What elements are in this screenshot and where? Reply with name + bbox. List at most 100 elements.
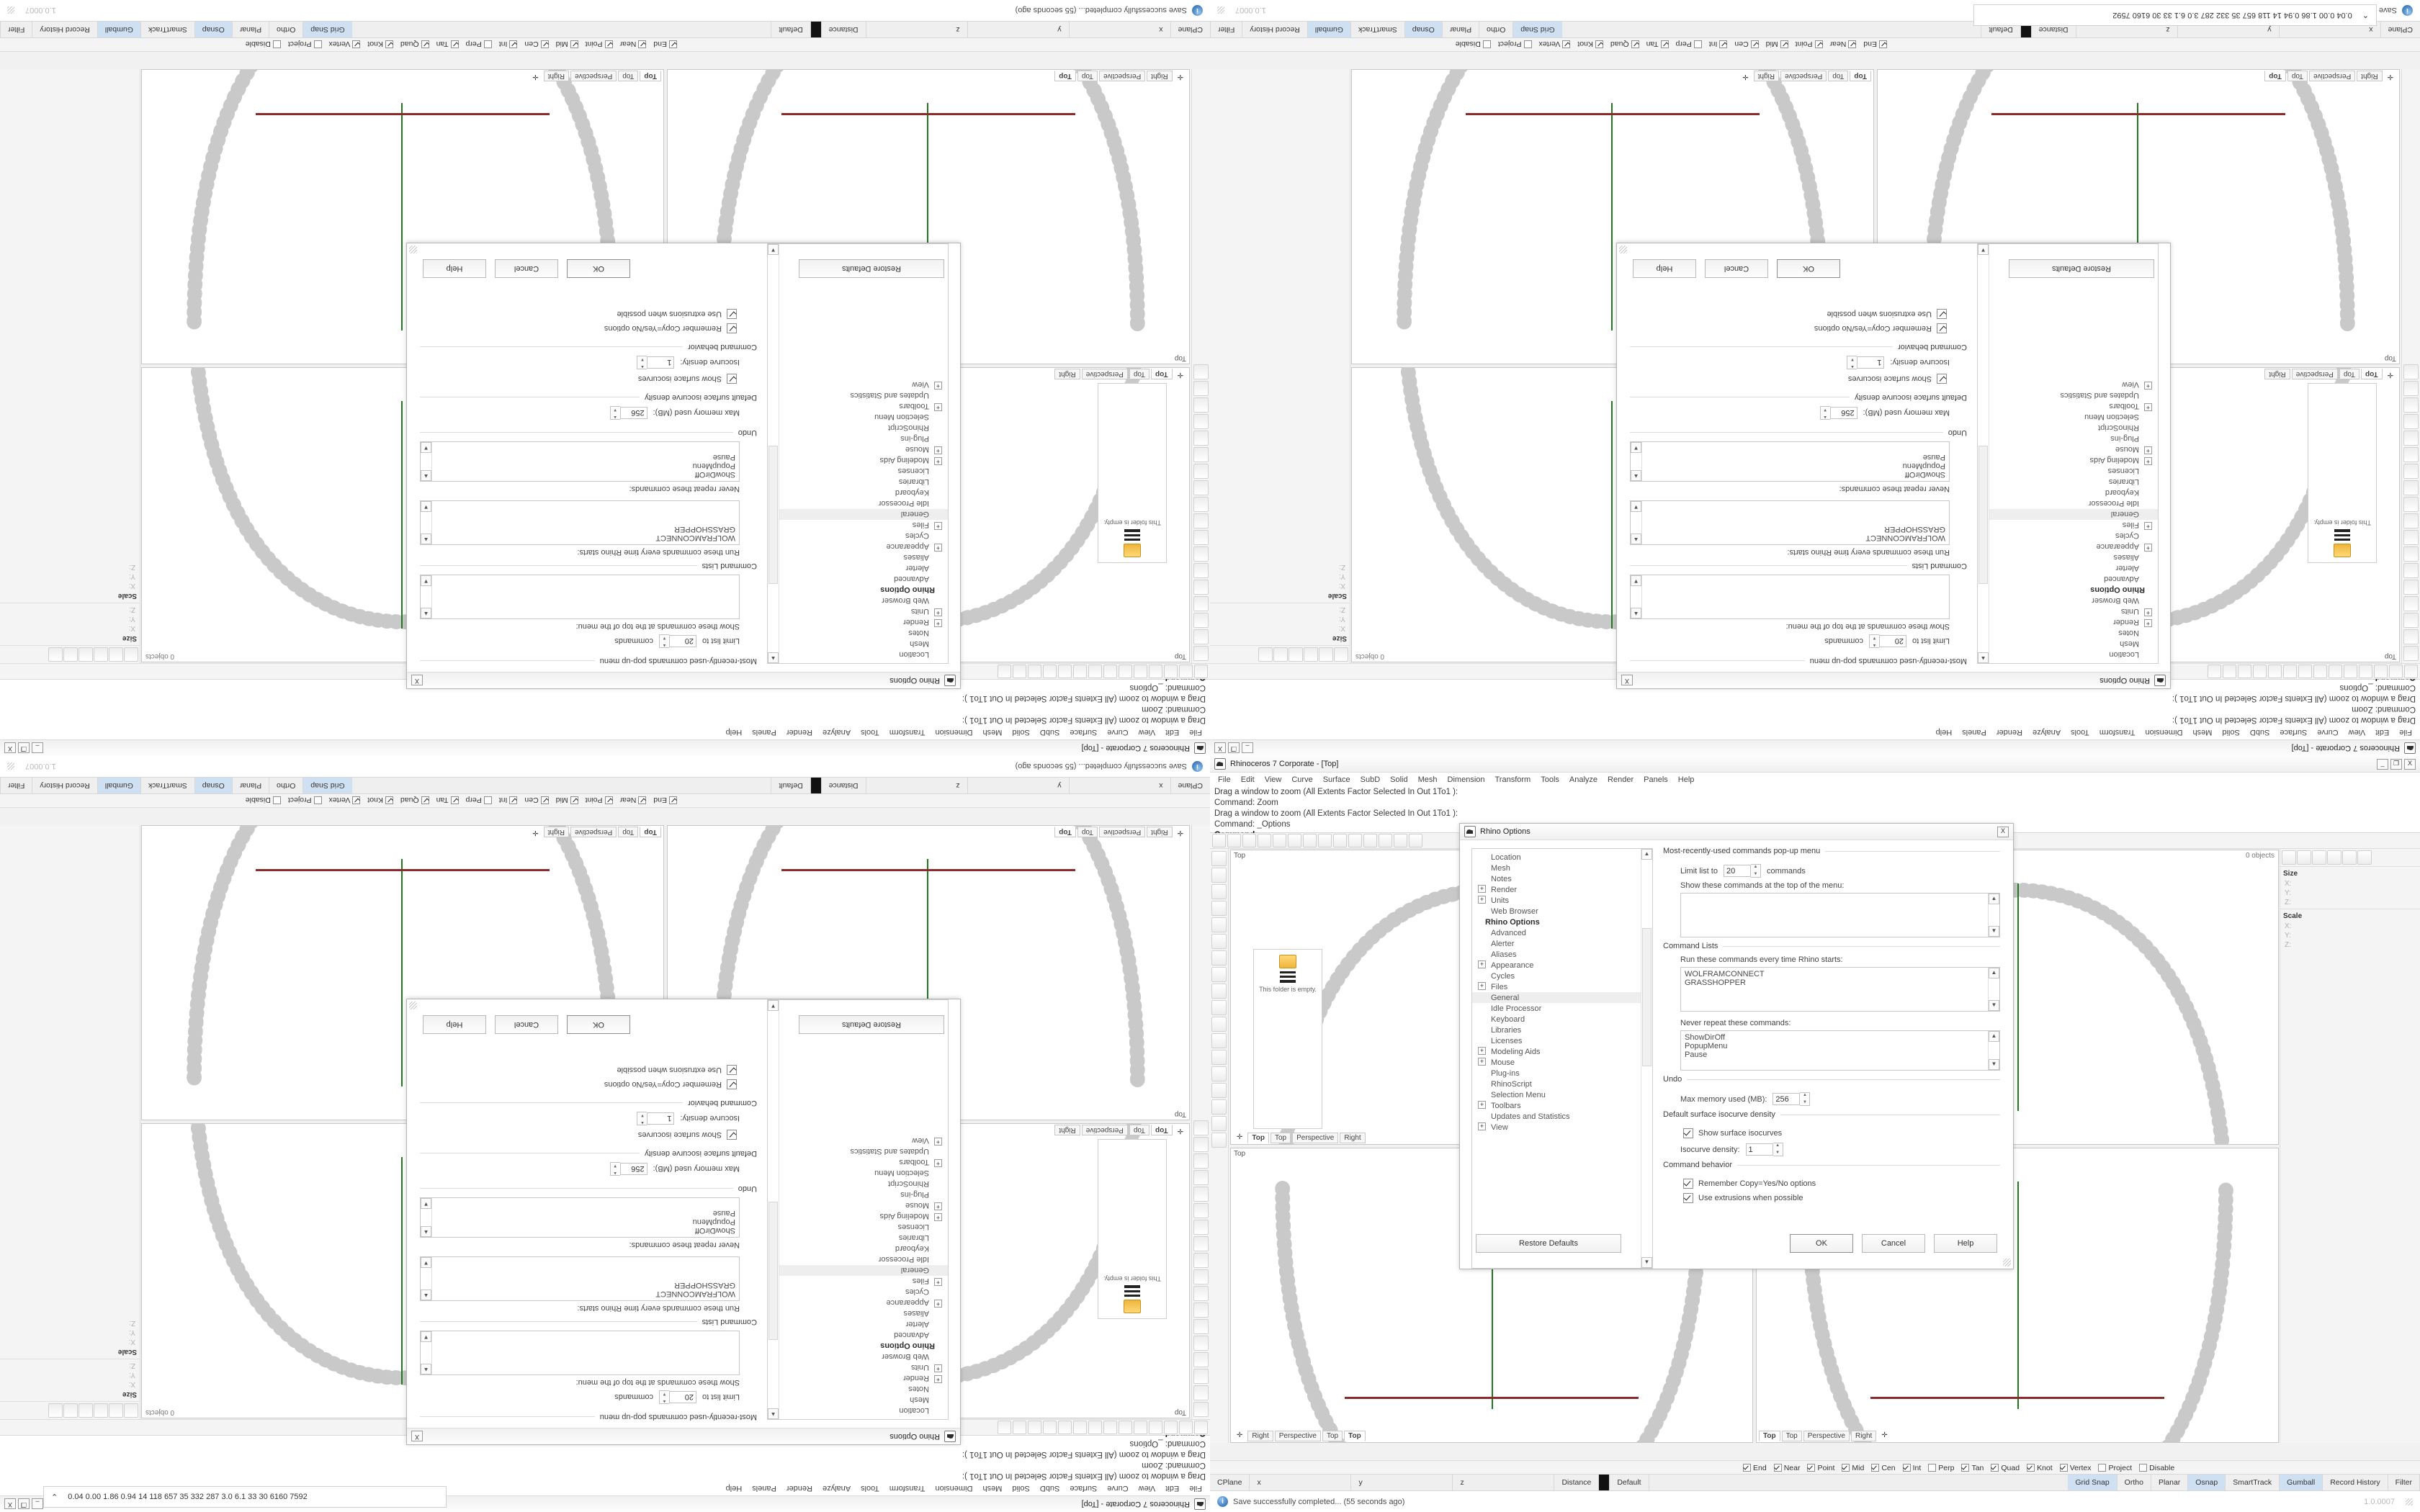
spinner-arrows-icon[interactable]: ▲ ▼ [659,634,670,648]
viewport-tab-top2[interactable]: Top [1270,1133,1291,1143]
list-item[interactable]: ShowDirOff [694,1226,735,1235]
tree-item-files[interactable]: Files [768,520,948,531]
undo-max-memory-input[interactable] [1773,1093,1801,1105]
analyze-tool-icon[interactable] [1193,381,1209,396]
viewport-tab-top[interactable]: Top [2264,71,2286,81]
tree-item-selection-menu[interactable]: Selection Menu [2084,413,2139,422]
mru-listbox-scrollbar[interactable]: ▲ ▼ [1988,894,1999,937]
never-repeat-listbox[interactable]: ShowDirOff PopupMenu Pause ▲ ▼ [1630,441,1950,482]
menu-tools[interactable]: Tools [861,728,879,737]
ok-button[interactable]: OK [567,1015,630,1034]
options-close-icon[interactable]: X [411,675,423,686]
menu-subd[interactable]: SubD [1039,728,1060,737]
osnap-mid[interactable]: Mid [1766,40,1788,49]
osnap-int[interactable]: Int [1902,1464,1921,1472]
minimize-icon[interactable]: _ [32,742,43,754]
osnap-perp[interactable]: Perp [1928,1464,1954,1472]
tree-item-licenses[interactable]: Licenses [2107,467,2139,476]
scroll-down-icon[interactable]: ▼ [421,1331,431,1342]
tree-item-location[interactable]: Location [2109,650,2139,660]
scroll-up-icon[interactable]: ▲ [1631,534,1641,544]
close-icon[interactable]: X [1214,742,1226,754]
osnap-disable[interactable]: Disable [246,796,281,805]
scroll-up-icon[interactable]: ▲ [768,652,779,663]
tree-item-units[interactable]: Units [1978,606,2158,617]
spinner-arrows-icon[interactable]: ▲ ▼ [1819,406,1830,420]
restore-defaults-button[interactable]: Restore Defaults [799,1015,944,1034]
restore-defaults-button[interactable]: Restore Defaults [2009,259,2154,278]
never-listbox-scrollbar[interactable]: ▲ ▼ [1631,442,1642,481]
menu-panels[interactable]: Panels [1644,775,1668,784]
undo-icon[interactable] [2298,665,2312,678]
show-isocurves-row[interactable]: Show surface isocurves [420,1130,737,1140]
menu-render[interactable]: Render [1608,775,1634,784]
transform-tool-icon[interactable] [1193,397,1209,413]
osnap-perp[interactable]: Perp [466,40,492,49]
scroll-down-icon[interactable]: ▼ [421,1257,431,1268]
isocurve-density-spinner[interactable]: ▲▼ [637,1112,675,1125]
named-views-tab-icon[interactable] [1258,647,1273,662]
viewport-tab-top[interactable]: Top [2361,369,2383,379]
spinner-arrows-icon[interactable]: ▲ ▼ [637,356,647,369]
use-extrusions-checkbox[interactable] [1683,1193,1693,1203]
curve-tool-icon[interactable] [1193,1302,1209,1318]
select-tool-icon[interactable] [1193,1402,1209,1417]
zoom-icon[interactable] [1058,665,1072,678]
tree-item-libraries[interactable]: Libraries [898,1233,929,1243]
viewport-tab-top2[interactable]: Top [1077,71,1098,81]
tree-item-alerter[interactable]: Alerter [905,564,929,573]
named-views-tab-icon[interactable] [48,1403,63,1418]
never-listbox-scrollbar[interactable]: ▲ ▼ [1988,1031,1999,1070]
tree-item-appearance[interactable]: Appearance [1472,960,1652,971]
toggle-filter[interactable]: Filter [0,778,32,793]
osnap-mid[interactable]: Mid [1842,1464,1864,1472]
menu-edit[interactable]: Edit [1165,728,1180,737]
lights-tab-icon[interactable] [63,647,78,662]
menu-help[interactable]: Help [725,728,743,737]
curve-tool-icon[interactable] [1193,546,1209,562]
osnap-cen[interactable]: Cen [524,40,549,49]
tree-item-aliases[interactable]: Aliases [903,553,929,562]
osnap-end[interactable]: End [1743,1464,1767,1472]
viewport-tab-top[interactable]: Top [1151,369,1173,379]
folder-browser-popup[interactable]: This folder is empty. [1098,1139,1167,1319]
never-listbox-scrollbar[interactable]: ▲ ▼ [421,442,432,481]
folder-browser-popup[interactable]: This folder is empty. [1253,949,1322,1129]
redo-icon[interactable] [2283,665,2297,678]
toggle-osnap[interactable]: Osnap [1404,22,1442,37]
tree-item-notes[interactable]: Notes [2118,629,2139,638]
show-isocurves-checkbox[interactable] [727,374,737,384]
tree-item-view[interactable]: View [768,379,948,390]
use-extrusions-row[interactable]: Use extrusions when possible [420,1065,737,1075]
add-viewport-icon[interactable]: ✛ [532,829,539,837]
spinner-arrows-icon[interactable]: ▲ ▼ [1800,1092,1811,1106]
menu-solid[interactable]: Solid [1012,728,1030,737]
osnap-project[interactable]: Project [288,40,322,49]
tree-item-updates-and-statistics[interactable]: Updates and Statistics [2060,391,2139,400]
scroll-down-icon[interactable]: ▼ [1631,501,1641,512]
osnap-point[interactable]: Point [1796,40,1823,49]
scroll-up-icon[interactable]: ▲ [1989,968,1999,978]
osnap-mid[interactable]: Mid [556,796,578,805]
rectangle-tool-icon[interactable] [2403,513,2419,528]
polygon-tool-icon[interactable] [2403,497,2419,512]
isocurve-density-input[interactable] [1857,356,1885,369]
cut-icon[interactable] [2344,665,2357,678]
zoom-icon[interactable] [1058,1421,1072,1434]
scroll-down-icon[interactable]: ▼ [1989,1059,1999,1070]
select-tool-icon[interactable] [1193,646,1209,661]
properties-tab-icon[interactable] [1319,647,1333,662]
polygon-tool-icon[interactable] [1193,1253,1209,1268]
osnap-tan[interactable]: Tan [1646,40,1669,49]
viewport-bottom-right[interactable]: Top Top Top Perspective Righ [141,69,664,364]
osnap-tan[interactable]: Tan [436,796,459,805]
maximize-icon[interactable]: ❐ [18,742,30,754]
maximize-icon[interactable]: ❐ [1228,742,1240,754]
tree-item-mouse[interactable]: Mouse [768,444,948,455]
osnap-vertex[interactable]: Vertex [1539,40,1571,49]
viewport-tab-perspective[interactable]: Perspective [1099,827,1146,837]
scroll-up-icon[interactable]: ▲ [421,608,431,618]
properties-tab-icon[interactable] [109,647,123,662]
osnap-disable[interactable]: Disable [2139,1464,2174,1472]
lights-tab-icon[interactable] [1273,647,1288,662]
